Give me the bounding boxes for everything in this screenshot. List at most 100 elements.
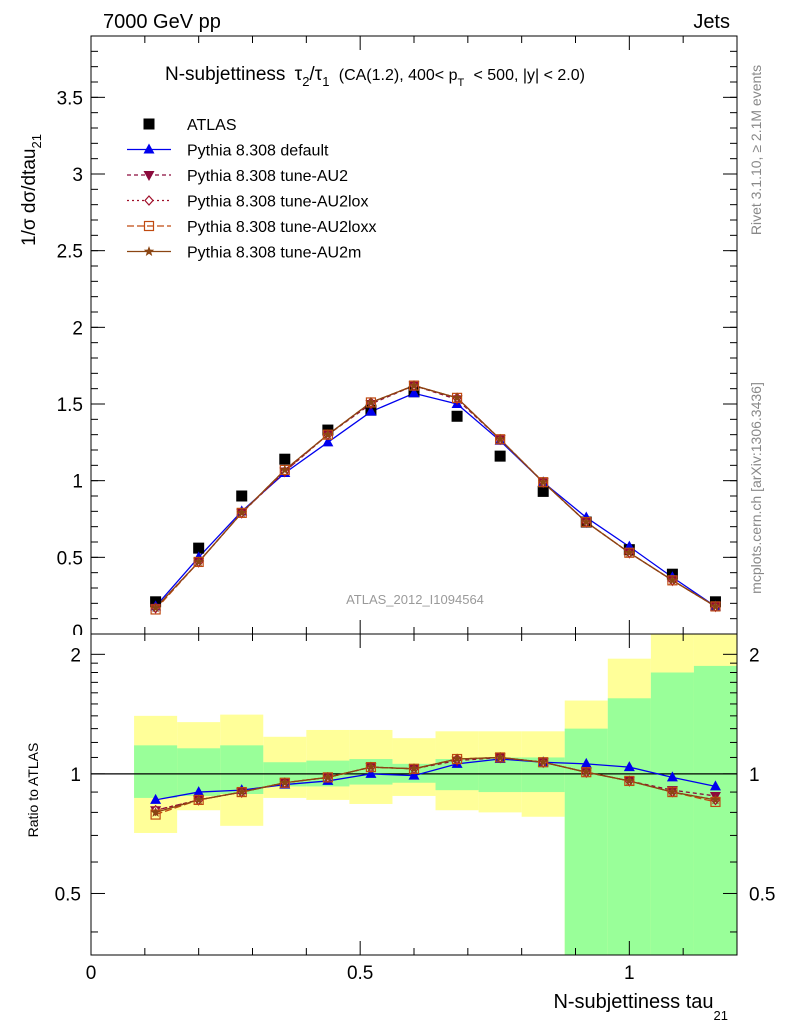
title-cuts-a: (CA(1.2), 400< p (339, 67, 458, 84)
ratio-plot-marks (150, 751, 721, 820)
main-ytick-label-3.5: 3.5 (57, 88, 83, 109)
ratio-point-au2m-5 (365, 761, 377, 772)
main-point-au2m-4 (322, 429, 334, 440)
main-panel: 0.5 1 1.5 2 2.5 3 3.5 0 (57, 35, 738, 647)
main-point-au2m-12 (667, 574, 678, 585)
ratio-point-au2m-10 (581, 766, 592, 777)
rivet-label: Rivet 3.1.10, ≥ 2.1M events (748, 65, 764, 235)
main-point-atlas-9 (537, 485, 549, 497)
title-tau1: τ (315, 64, 323, 85)
header-energy: 7000 GeV pp (103, 11, 221, 33)
legend-marker-au2m (143, 246, 155, 256)
ratio-band-inner-11 (607, 698, 651, 955)
main-ytick-label-2.5: 2.5 (57, 242, 83, 263)
ratio-point-au2m-11 (624, 775, 635, 786)
ratio-point-au2m-2 (236, 786, 247, 797)
ratio-line-au2m (155, 756, 716, 814)
ratio-point-default-11 (623, 761, 635, 772)
ratio-point-au2m-1 (193, 794, 204, 805)
title-slash: / (309, 64, 315, 85)
ratio-point-au2m-13 (710, 794, 721, 805)
title-tau2-sub: 2 (302, 74, 309, 89)
ratio-point-au2m-12 (667, 786, 678, 797)
zero-label-clip (60, 635, 90, 647)
ratio-ytick-label-left-2: 2 (70, 645, 81, 666)
main-ytick-label-1.5: 1.5 (57, 395, 83, 416)
legend-label-atlas: ATLAS (187, 117, 237, 134)
main-point-au2m-11 (624, 547, 635, 558)
ratio-line-default (155, 758, 716, 801)
main-point-au2m-5 (365, 396, 377, 407)
main-point-default-6 (408, 387, 420, 398)
ratio-point-default-10 (580, 757, 592, 768)
x-tick-label-0.5: 0.5 (347, 963, 373, 984)
main-point-default-5 (365, 405, 377, 416)
main-ytick-label-0: 0 (72, 622, 83, 643)
title-cuts-b: < 500, |y| < 2.0) (473, 67, 585, 84)
plot-title: N-subjettiness τ2/τ1 (CA(1.2), 400< pT <… (165, 64, 585, 91)
ratio-point-au2m-7 (451, 753, 463, 764)
legend-label-au2m: Pythia 8.308 tune-AU2m (187, 245, 361, 262)
main-ytick-label-3: 3 (72, 165, 83, 186)
legend-marker-atlas (143, 118, 155, 130)
ratio-point-au2m-8 (494, 751, 506, 762)
ratio-point-default-1 (193, 786, 205, 797)
main-point-au2m-0 (150, 602, 161, 613)
legend-label-default: Pythia 8.308 default (187, 143, 329, 160)
main-point-au2m-9 (537, 476, 549, 487)
main-point-au2m-10 (581, 516, 592, 527)
legend-marker-au2 (143, 171, 155, 181)
main-point-au2m-3 (279, 464, 291, 475)
analysis-watermark: ATLAS_2012_I1094564 (346, 592, 484, 607)
main-point-au2m-6 (408, 380, 420, 391)
ratio-point-au2m-9 (537, 756, 549, 767)
ratio-point-au2m-4 (322, 771, 334, 782)
legend-label-au2: Pythia 8.308 tune-AU2 (187, 168, 348, 185)
main-point-au2m-13 (710, 600, 721, 611)
main-point-atlas-8 (494, 450, 506, 462)
ratio-band-inner-13 (693, 665, 737, 955)
x-tick-label-1: 1 (624, 963, 635, 984)
ratio-axis-ticks: 0.5 0.5 1 1 2 2 0 0.5 1 (55, 634, 775, 984)
ratio-uncertainty-bands (91, 634, 737, 955)
legend-label-au2loxx: Pythia 8.308 tune-AU2loxx (187, 219, 376, 236)
main-point-atlas-7 (451, 410, 463, 422)
ratio-point-default-13 (709, 780, 721, 791)
main-point-au2m-8 (494, 433, 506, 444)
ratio-ytick-label-left-1: 1 (70, 765, 81, 786)
legend-label-au2lox: Pythia 8.308 tune-AU2lox (187, 194, 368, 211)
main-line-au2m (155, 384, 716, 609)
ratio-point-default-12 (666, 771, 678, 782)
title-tau1-sub: 1 (322, 74, 329, 89)
main-point-au2m-2 (236, 507, 247, 518)
ratio-ytick-label-left-0.5: 0.5 (55, 884, 81, 905)
header-process: Jets (693, 11, 730, 33)
ratio-panel: 0.5 0.5 1 1 2 2 0 0.5 1 (55, 633, 775, 984)
ratio-point-au2m-0 (150, 806, 161, 817)
title-tau2: τ (295, 64, 303, 85)
legend: ATLAS Pythia 8.308 default Pythia 8.308 tu… (127, 117, 376, 262)
ratio-point-au2m-6 (408, 763, 420, 774)
main-point-au2m-7 (451, 392, 463, 403)
main-plot-marks (150, 380, 721, 615)
main-axis-ticks: 0.5 1 1.5 2 2.5 3 3.5 0 (57, 35, 738, 647)
main-ytick-label-2: 2 (72, 318, 83, 339)
main-point-au2m-1 (193, 556, 204, 567)
main-point-default-4 (322, 436, 334, 447)
main-ytick-label-0.5: 0.5 (57, 548, 83, 569)
ratio-y-axis-label: Ratio to ATLAS (25, 743, 41, 838)
title-cuts-sub: T (457, 77, 464, 89)
main-y-axis-label: 1/σ dσ/dtau21 (19, 134, 44, 246)
ratio-ytick-label-right-0.5: 0.5 (749, 884, 775, 905)
ratio-band-inner-0 (134, 745, 178, 798)
main-point-atlas-2 (236, 490, 248, 502)
mcplots-label: mcplots.cern.ch [arXiv:1306.3436] (748, 382, 764, 594)
ratio-band-inner-12 (650, 672, 694, 955)
title-main: N-subjettiness (165, 64, 285, 85)
legend-marker-au2loxx (143, 220, 155, 232)
ratio-ytick-label-right-1: 1 (749, 765, 760, 786)
main-point-atlas-1 (193, 542, 205, 554)
x-axis-label: N-subjettiness tau21 (553, 991, 728, 1023)
legend-marker-au2lox (144, 195, 154, 206)
